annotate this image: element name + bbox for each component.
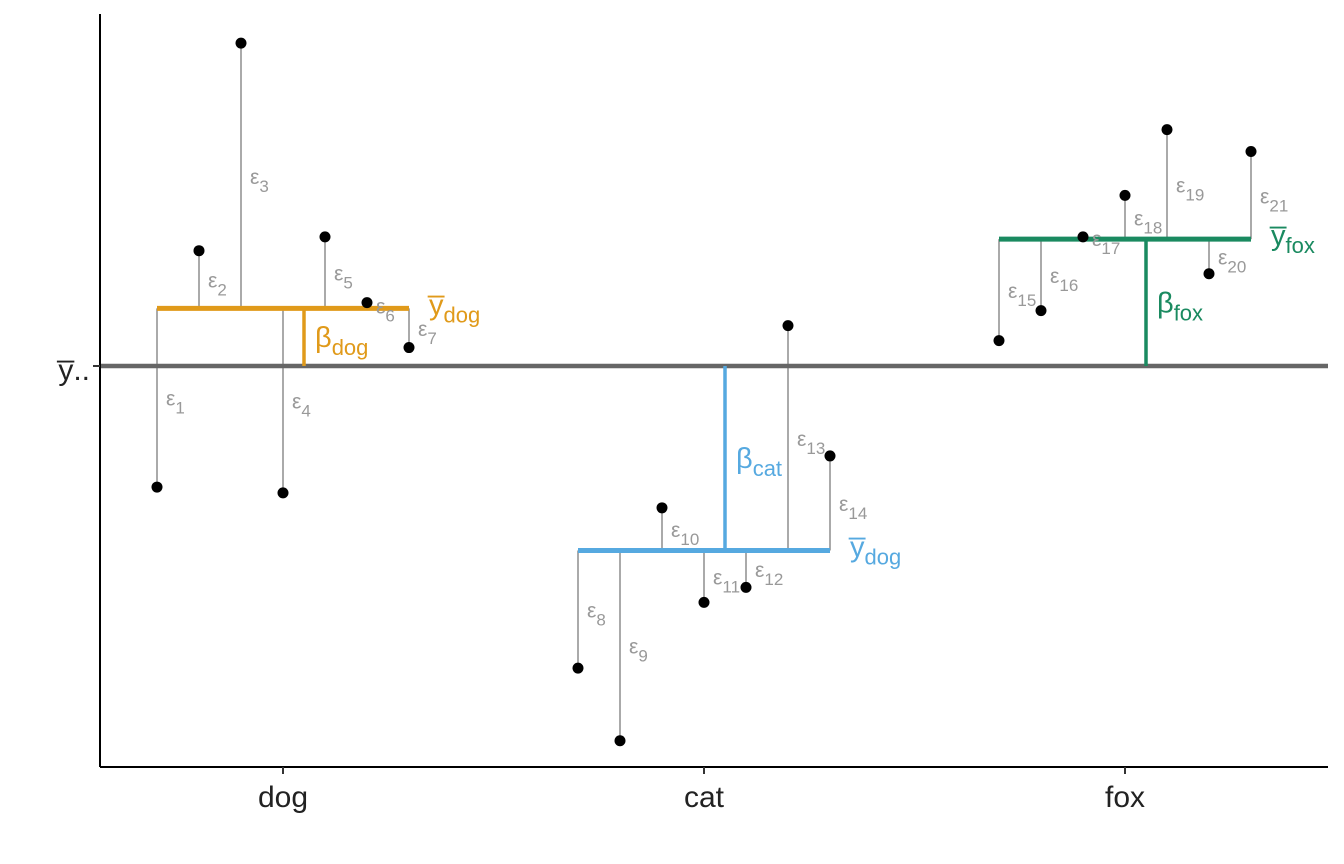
data-point	[614, 735, 626, 747]
residual-label: ε13	[797, 428, 825, 458]
data-point	[151, 481, 163, 493]
residual-label: ε16	[1050, 265, 1078, 295]
data-point	[1203, 268, 1215, 280]
data-point	[319, 231, 331, 243]
residual-label: ε10	[671, 519, 699, 549]
residual-label: ε11	[713, 566, 740, 596]
residual-label: ε7	[418, 318, 437, 348]
residual-label: ε8	[587, 599, 606, 629]
effect-label-cat: βcat	[736, 443, 782, 481]
residual-label: ε9	[629, 636, 648, 666]
group-mean-label-cat: y̅dog	[848, 531, 901, 569]
effect-label-fox: βfox	[1157, 288, 1203, 326]
data-point	[193, 245, 205, 257]
data-point	[277, 487, 289, 499]
residual-label: ε1	[166, 388, 185, 418]
label-layer: ε1 ε2 ε3 ε4 ε5 ε6 ε7 ε8 ε9 ε10 ε11 ε12 ε13 ε14 ε15 ε16 ε…	[166, 166, 1315, 666]
residual-label: ε3	[250, 166, 269, 196]
data-point	[782, 320, 794, 332]
data-point	[698, 596, 710, 608]
group-mean-label-fox: y̅fox	[1269, 220, 1315, 258]
data-point	[1077, 231, 1089, 243]
data-point	[1035, 305, 1047, 317]
residual-layer	[156, 43, 1252, 741]
data-point	[572, 662, 584, 674]
residual-label: ε12	[755, 559, 783, 589]
data-point	[824, 450, 836, 462]
residual-label: ε15	[1008, 280, 1036, 310]
point-layer	[151, 37, 1257, 747]
residual-label: ε21	[1260, 185, 1288, 215]
residual-label: ε14	[839, 493, 867, 523]
residual-label: ε17	[1092, 228, 1120, 258]
x-tick-label-fox: fox	[1105, 781, 1145, 814]
data-point	[656, 502, 668, 514]
y-tick-label: y̅..	[57, 354, 90, 387]
residual-label: ε6	[376, 295, 395, 325]
residual-label: ε4	[292, 391, 311, 421]
data-point	[403, 342, 415, 354]
x-tick-label-dog: dog	[258, 781, 308, 814]
effect-layer	[302, 239, 1148, 551]
data-point	[740, 581, 752, 593]
data-point	[1119, 189, 1131, 201]
residual-label: ε19	[1176, 174, 1204, 204]
data-point	[361, 297, 373, 309]
residual-label: ε20	[1218, 246, 1246, 276]
data-point	[993, 335, 1005, 347]
residual-label: ε18	[1134, 207, 1162, 237]
axes-layer: y̅.. dog cat fox	[57, 14, 1328, 814]
residual-label: ε5	[334, 263, 353, 293]
group-mean-layer	[157, 236, 1251, 553]
data-point	[1245, 146, 1257, 158]
x-tick-label-cat: cat	[684, 781, 725, 814]
data-point	[235, 37, 247, 49]
residual-label: ε2	[208, 270, 227, 300]
group-mean-label-dog: y̅dog	[427, 289, 480, 327]
data-point	[1161, 124, 1173, 136]
effect-label-dog: βdog	[315, 322, 368, 360]
